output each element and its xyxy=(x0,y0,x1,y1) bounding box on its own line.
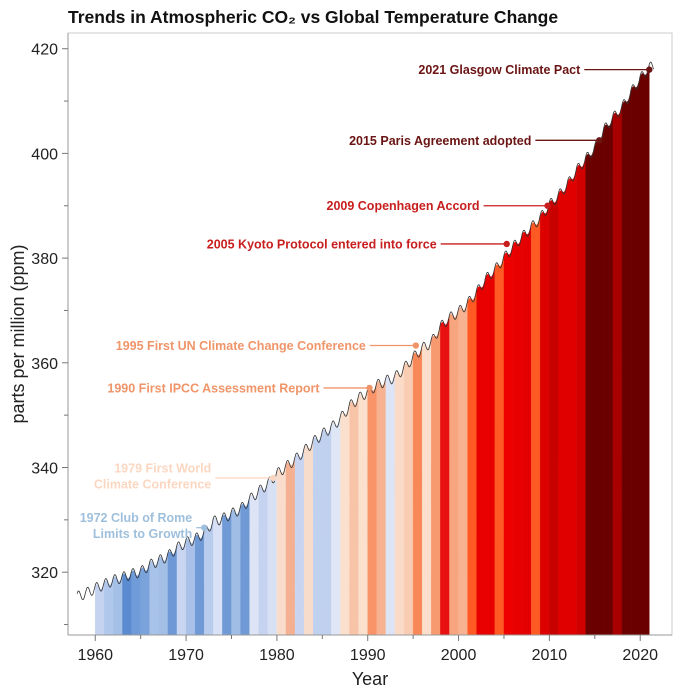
temperature-stripe xyxy=(231,507,241,636)
y-tick-label: 380 xyxy=(31,251,58,268)
temperature-stripe xyxy=(612,105,623,636)
temperature-stripe xyxy=(312,432,323,636)
x-axis-label: Year xyxy=(352,669,388,689)
annotation-dot xyxy=(596,137,603,144)
x-tick-label: 2010 xyxy=(532,647,568,664)
annotation-label: 2005 Kyoto Protocol entered into force xyxy=(207,237,437,251)
temperature-stripe xyxy=(494,256,505,636)
temperature-stripe xyxy=(94,582,105,636)
temperature-stripe xyxy=(585,146,595,636)
annotation-label: 1979 First World xyxy=(114,461,211,475)
temperature-stripe xyxy=(176,540,187,636)
x-tick-label: 1980 xyxy=(259,647,295,664)
x-tick-label: 1990 xyxy=(350,647,386,664)
temperature-stripe xyxy=(167,546,178,636)
temperature-stripe xyxy=(440,316,450,636)
y-tick-label: 420 xyxy=(31,42,58,59)
temperature-stripe xyxy=(639,65,650,636)
temperature-stripe xyxy=(567,168,577,636)
temperature-stripe xyxy=(258,482,269,636)
temperature-stripe xyxy=(303,440,314,636)
temperature-stripe xyxy=(349,396,359,636)
temperature-stripe xyxy=(621,90,632,636)
temperature-stripe xyxy=(603,116,614,636)
annotation-dot xyxy=(270,474,277,482)
y-tick-label: 360 xyxy=(31,356,58,373)
co2-line xyxy=(76,61,654,601)
temperature-stripe xyxy=(521,225,532,636)
temperature-stripe xyxy=(294,449,305,636)
temperature-stripe xyxy=(485,268,496,636)
annotation-label: Limits to Growth xyxy=(93,527,192,541)
temperature-stripe xyxy=(367,383,378,636)
temperature-stripe xyxy=(240,497,250,636)
x-tick-label: 2020 xyxy=(622,647,658,664)
annotation-dot xyxy=(646,66,653,73)
temperature-stripe xyxy=(421,340,432,636)
x-tick-label: 2000 xyxy=(441,647,477,664)
temperature-stripe xyxy=(331,416,341,636)
temperature-stripe xyxy=(222,512,232,636)
temperature-stripe xyxy=(376,379,387,636)
x-tick-label: 1960 xyxy=(77,647,113,664)
annotation-label: 2021 Glasgow Climate Pact xyxy=(418,63,581,77)
annotation-dot xyxy=(201,524,208,531)
temperature-stripe xyxy=(249,489,259,636)
temperature-stripe xyxy=(403,355,414,636)
annotation-label: 2015 Paris Agreement adopted xyxy=(349,134,531,148)
y-tick-label: 340 xyxy=(31,460,58,477)
annotation-dot xyxy=(366,384,373,392)
temperature-stripe xyxy=(276,464,287,636)
temperature-stripe xyxy=(185,537,196,636)
temperature-stripe xyxy=(558,182,568,636)
annotation-label: 1995 First UN Climate Change Conference xyxy=(116,339,366,353)
temperature-stripe xyxy=(458,301,468,636)
temperature-stripe xyxy=(449,310,459,636)
temperature-stripe xyxy=(431,325,441,636)
temperature-stripe xyxy=(149,558,160,636)
temperature-stripe xyxy=(412,346,423,636)
temperature-stripe xyxy=(394,366,405,636)
temperature-stripe xyxy=(267,472,278,636)
temperature-stripe xyxy=(194,531,205,636)
y-axis-label: parts per million (ppm) xyxy=(8,244,28,423)
temperature-stripe xyxy=(213,516,223,636)
temperature-stripe xyxy=(122,572,132,636)
temperature-stripe xyxy=(113,575,123,636)
annotation-dot xyxy=(503,240,510,248)
annotation-label: 2009 Copenhagen Accord xyxy=(327,199,480,213)
temperature-stripe xyxy=(158,554,169,636)
temperature-stripe xyxy=(630,76,641,636)
temperature-stripe xyxy=(512,235,523,636)
temperature-stripe xyxy=(358,389,368,636)
temperature-stripe xyxy=(503,245,514,636)
temperature-stripe xyxy=(549,194,559,636)
temperature-stripe xyxy=(340,404,350,636)
temperature-stripe xyxy=(104,578,114,636)
temperature-stripe xyxy=(467,290,477,636)
annotation-dot xyxy=(544,202,551,209)
y-tick-label: 400 xyxy=(31,146,58,163)
chart-title: Trends in Atmospheric CO₂ vs Global Temp… xyxy=(68,7,559,27)
annotation-label: Climate Conference xyxy=(94,477,211,491)
temperature-stripe xyxy=(285,457,296,636)
x-tick-label: 1970 xyxy=(168,647,204,664)
temperature-stripe xyxy=(530,216,541,636)
annotation-label: 1990 First IPCC Assessment Report xyxy=(107,381,320,395)
temperature-stripe xyxy=(594,128,605,636)
annotation-dot xyxy=(412,342,420,349)
temperature-stripe xyxy=(322,425,332,636)
y-tick-label: 320 xyxy=(31,565,58,582)
temperature-stripe xyxy=(476,277,487,636)
temperature-stripe xyxy=(576,157,586,636)
temperature-stripe xyxy=(203,519,214,636)
temperature-stripe xyxy=(540,203,550,636)
temperature-stripe xyxy=(385,375,396,636)
annotation-label: 1972 Club of Rome xyxy=(80,511,193,525)
temperature-stripe xyxy=(140,563,150,636)
temperature-stripe xyxy=(131,570,141,636)
